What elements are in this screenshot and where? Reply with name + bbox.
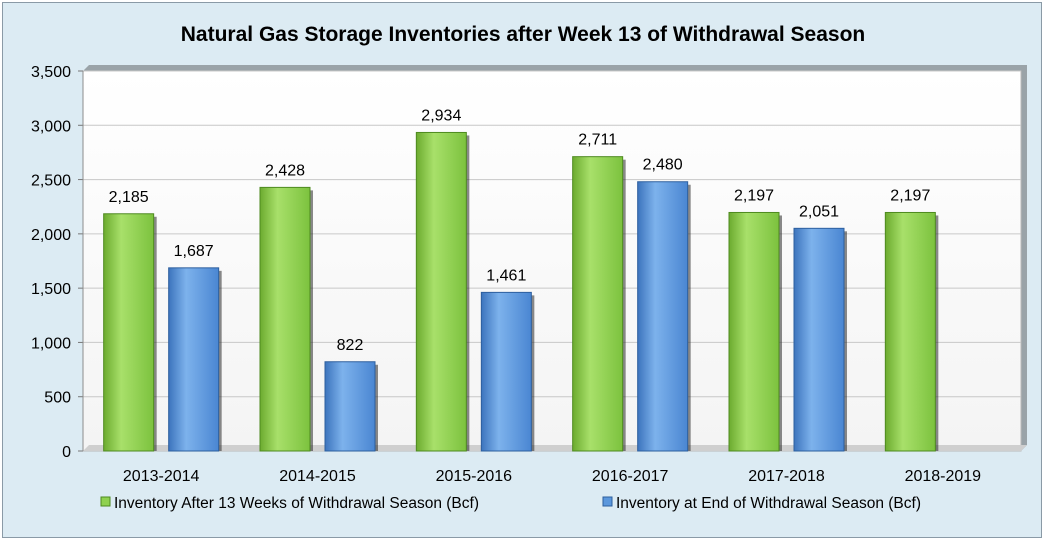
bar bbox=[793, 227, 845, 452]
data-label: 822 bbox=[337, 337, 364, 354]
y-tick-label: 1,500 bbox=[31, 281, 71, 298]
x-tick-label: 2014-2015 bbox=[279, 468, 356, 485]
bar bbox=[572, 156, 624, 452]
bar bbox=[168, 267, 220, 452]
y-tick-label: 1,000 bbox=[31, 335, 71, 352]
data-label: 2,711 bbox=[578, 132, 617, 149]
data-label: 2,480 bbox=[643, 157, 683, 174]
y-tick-label: 2,000 bbox=[31, 227, 71, 244]
bar bbox=[259, 186, 311, 452]
x-tick-label: 2017-2018 bbox=[748, 468, 825, 485]
x-tick-label: 2018-2019 bbox=[905, 468, 982, 485]
y-tick-label: 3,000 bbox=[31, 118, 71, 135]
plot-area bbox=[82, 70, 1022, 452]
chart-title: Natural Gas Storage Inventories after We… bbox=[181, 23, 865, 46]
bar bbox=[480, 291, 532, 452]
bar bbox=[728, 211, 780, 452]
data-label: 2,051 bbox=[799, 203, 839, 220]
x-tick-label: 2015-2016 bbox=[436, 468, 513, 485]
y-tick-label: 0 bbox=[62, 444, 71, 461]
y-tick-label: 500 bbox=[44, 390, 71, 407]
legend-swatch bbox=[602, 496, 613, 507]
data-label: 1,461 bbox=[486, 267, 526, 284]
x-tick-label: 2013-2014 bbox=[123, 468, 200, 485]
chart-frame: Natural Gas Storage Inventories after We… bbox=[2, 2, 1042, 538]
legend-label: Inventory at End of Withdrawal Season (B… bbox=[616, 495, 921, 512]
bar bbox=[103, 213, 155, 452]
legend-label: Inventory After 13 Weeks of Withdrawal S… bbox=[114, 495, 479, 512]
bar bbox=[637, 181, 689, 452]
bar bbox=[324, 361, 376, 452]
bar bbox=[415, 131, 467, 452]
x-tick-label: 2016-2017 bbox=[592, 468, 669, 485]
bar-chart: Natural Gas Storage Inventories after We… bbox=[31, 23, 1027, 512]
plot-floor bbox=[83, 445, 1027, 451]
y-tick-label: 2,500 bbox=[31, 173, 71, 190]
data-label: 2,185 bbox=[109, 189, 149, 206]
y-tick-label: 3,500 bbox=[31, 64, 71, 81]
bar bbox=[884, 211, 936, 452]
data-label: 2,934 bbox=[421, 107, 461, 124]
data-label: 2,428 bbox=[265, 162, 305, 179]
data-label: 2,197 bbox=[734, 187, 774, 204]
data-label: 2,197 bbox=[890, 187, 930, 204]
legend-swatch bbox=[100, 496, 111, 507]
data-label: 1,687 bbox=[174, 243, 214, 260]
